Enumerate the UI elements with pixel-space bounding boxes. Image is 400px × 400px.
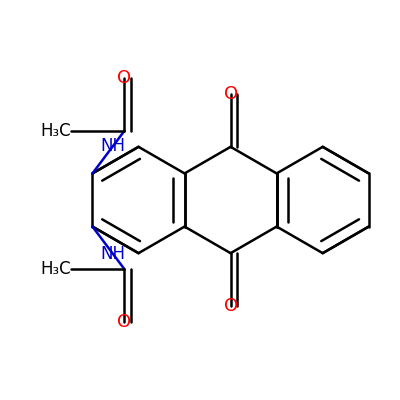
Text: O: O bbox=[224, 85, 238, 103]
Text: H₃C: H₃C bbox=[40, 122, 71, 140]
Text: O: O bbox=[117, 313, 132, 331]
Text: O: O bbox=[117, 69, 132, 87]
Text: NH: NH bbox=[101, 245, 126, 263]
Text: H₃C: H₃C bbox=[40, 260, 71, 278]
Text: O: O bbox=[224, 297, 238, 315]
Text: NH: NH bbox=[101, 137, 126, 155]
